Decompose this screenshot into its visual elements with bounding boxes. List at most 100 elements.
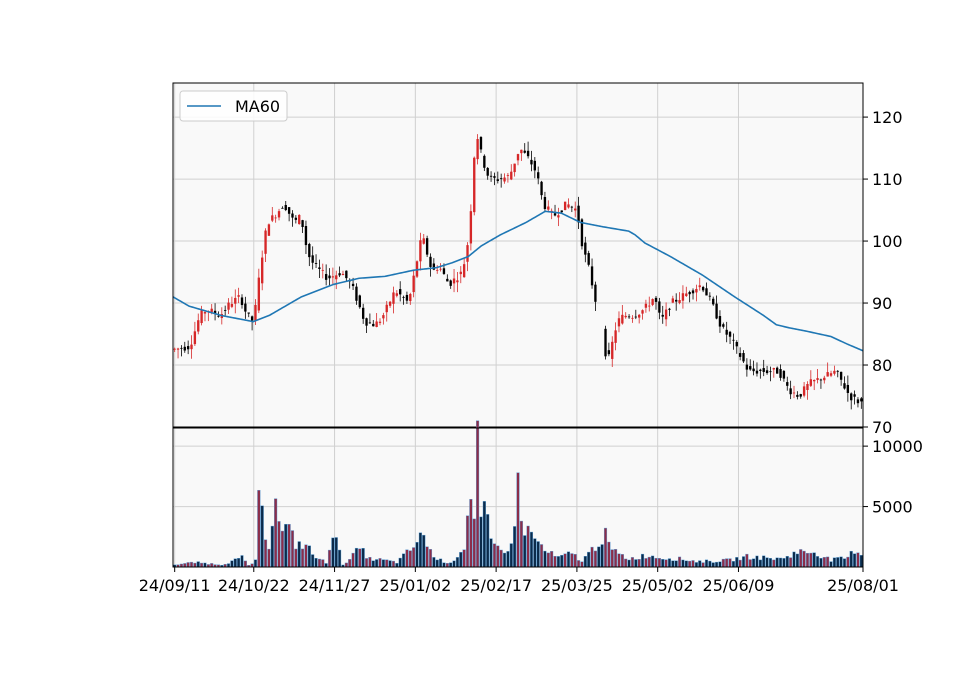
volume-bar-147	[667, 558, 672, 568]
x-tick-label-0: 24/09/11	[139, 576, 211, 595]
price-ytick-label-100: 100	[872, 232, 903, 251]
volume-bar-123	[587, 551, 591, 568]
volume-bar-81	[445, 563, 449, 568]
volume-bar-103	[519, 520, 523, 568]
volume-bar-140	[644, 558, 648, 568]
candle-113	[553, 204, 557, 217]
candle-131	[614, 322, 617, 351]
volume-bar-71	[412, 547, 416, 568]
candle-92	[483, 154, 486, 172]
candle-60	[375, 313, 378, 328]
candle-186	[799, 393, 802, 399]
candle-185	[796, 391, 799, 400]
volume-bar-125	[593, 550, 597, 568]
candle-95	[493, 172, 496, 186]
volume-bar-44	[321, 559, 325, 568]
candle-56	[361, 303, 365, 324]
candle-35	[291, 210, 294, 227]
candle-62	[382, 312, 385, 325]
volume-bar-26	[260, 505, 264, 568]
volume-bar-100	[509, 543, 513, 568]
volume-bar-104	[523, 535, 527, 568]
volume-bar-150	[678, 556, 682, 568]
x-tick-label-4: 25/02/17	[460, 576, 532, 595]
volume-bar-61	[378, 558, 382, 568]
volume-bar-64	[388, 560, 392, 568]
volume-bar-190	[812, 552, 816, 568]
volume-bar-18	[233, 558, 237, 568]
candle-173	[755, 362, 759, 377]
candle-138	[637, 313, 641, 324]
candle-168	[738, 347, 742, 361]
candle-27	[264, 228, 267, 263]
candle-157	[701, 285, 705, 293]
candle-28	[267, 223, 271, 236]
candle-160	[712, 296, 715, 306]
candle-84	[456, 272, 459, 293]
candle-189	[809, 370, 813, 388]
volume-bar-156	[698, 560, 702, 568]
candle-22	[247, 312, 250, 318]
candle-63	[385, 300, 388, 322]
candle-166	[732, 333, 735, 350]
volume-bar-196	[832, 557, 836, 568]
volume-bar-175	[762, 555, 766, 568]
x-tick-label-8: 25/08/01	[827, 576, 899, 595]
candle-61	[378, 318, 382, 326]
volume-bar-203	[856, 552, 860, 568]
volume-bar-55	[358, 548, 362, 568]
volume-bar-4	[186, 562, 190, 568]
candle-109	[540, 180, 543, 200]
candle-164	[725, 321, 728, 343]
candle-175	[762, 359, 765, 377]
price-panel-background	[173, 83, 863, 427]
candle-88	[469, 204, 473, 251]
volume-bar-146	[664, 559, 668, 568]
candle-75	[425, 235, 429, 258]
candle-17	[230, 296, 234, 309]
volume-bar-78	[435, 559, 439, 568]
volume-bar-201	[849, 550, 853, 568]
legend-box	[179, 90, 288, 122]
candle-194	[826, 362, 829, 377]
candle-162	[718, 310, 722, 333]
volume-bar-45	[324, 563, 328, 568]
volume-bar-185	[795, 553, 799, 568]
volume-bar-84	[455, 557, 459, 568]
x-tick-label-2: 24/11/27	[299, 576, 371, 595]
ma60-line	[172, 210, 864, 352]
volume-bar-182	[785, 556, 789, 568]
volume-bar-39	[304, 544, 308, 568]
x-tick-label-6: 25/05/02	[622, 576, 694, 595]
volume-bar-138	[637, 559, 641, 568]
price-ytick-label-90: 90	[872, 294, 892, 313]
volume-bar-154	[691, 560, 695, 568]
candle-55	[358, 294, 361, 309]
volume-bar-63	[385, 559, 389, 568]
candle-6	[193, 321, 197, 346]
candle-181	[782, 370, 786, 382]
candle-154	[691, 288, 695, 300]
volume-bar-16	[226, 563, 231, 568]
candle-149	[675, 293, 678, 311]
volume-bar-36	[294, 548, 298, 568]
candle-29	[271, 206, 274, 223]
candle-0	[173, 347, 176, 353]
candle-89	[473, 156, 476, 216]
volume-bar-119	[573, 554, 577, 568]
candle-99	[506, 173, 510, 183]
volume-bar-91	[479, 516, 483, 568]
candle-199	[843, 376, 846, 390]
x-axis: 24/09/11 24/10/22 24/11/27 25/01/02 25/02/17…	[139, 567, 899, 595]
volume-bar-114	[556, 556, 560, 568]
candle-150	[678, 292, 681, 305]
candle-46	[328, 268, 331, 287]
volume-bar-121	[580, 561, 584, 568]
volume-bar-85	[459, 552, 463, 568]
candle-73	[419, 232, 422, 271]
volume-bar-180	[778, 557, 783, 568]
volume-bar-192	[819, 558, 823, 568]
candle-79	[439, 263, 442, 272]
volume-bar-82	[449, 562, 453, 568]
volume-bar-181	[782, 558, 786, 568]
